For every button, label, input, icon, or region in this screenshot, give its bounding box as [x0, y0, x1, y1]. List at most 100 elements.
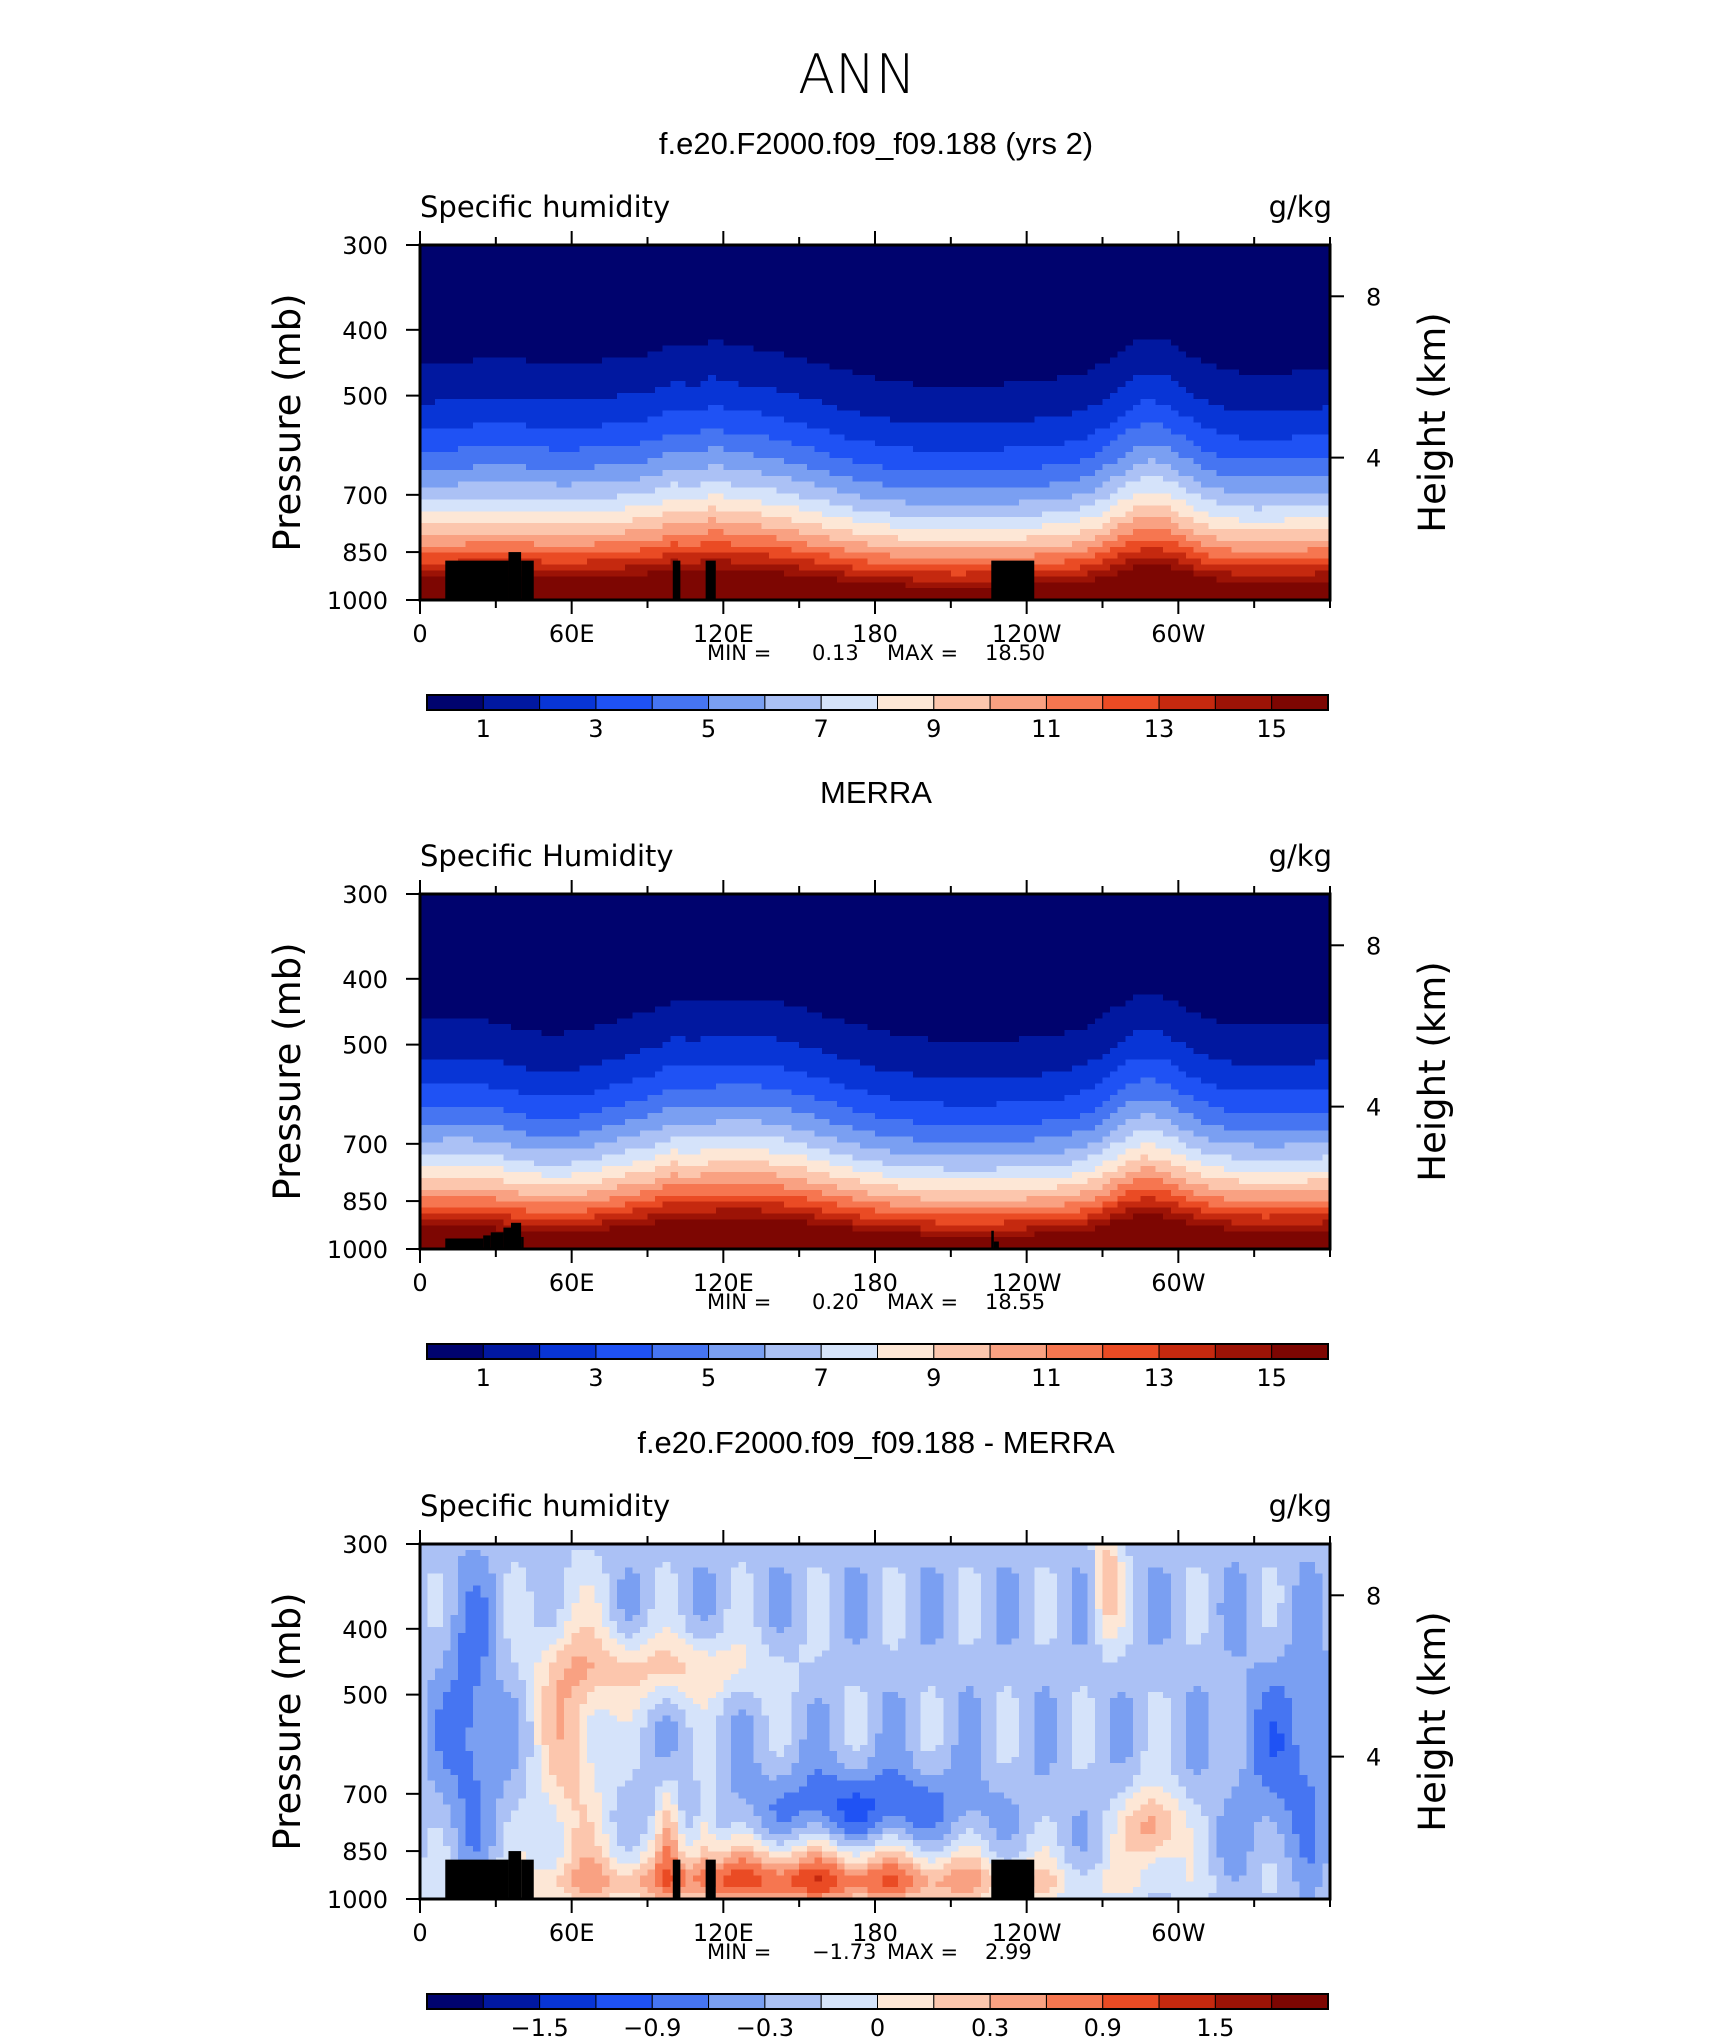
field-cell [1133, 440, 1141, 447]
field-cell [450, 346, 458, 353]
field-cell [958, 405, 966, 412]
field-cell [541, 434, 549, 441]
field-cell [746, 346, 754, 353]
field-cell [1004, 428, 1012, 435]
field-cell [678, 428, 686, 435]
field-cell [1247, 310, 1255, 317]
field-cell [1019, 322, 1027, 329]
field-cell [830, 399, 838, 406]
field-cell [1004, 292, 1012, 299]
field-cell [640, 328, 648, 335]
field-cell [966, 482, 974, 489]
field-cell [822, 251, 830, 258]
field-cell [693, 381, 701, 388]
field-cell [572, 428, 580, 435]
field-cell [1133, 399, 1141, 406]
field-cell [1080, 428, 1088, 435]
field-cell [1049, 340, 1057, 347]
field-cell [496, 440, 504, 447]
field-cell [1049, 363, 1057, 370]
field-cell [898, 434, 906, 441]
field-cell [731, 440, 739, 447]
field-cell [1072, 375, 1080, 382]
field-cell [564, 352, 572, 359]
field-cell [958, 399, 966, 406]
field-cell [921, 405, 929, 412]
field-cell [1110, 482, 1118, 489]
field-cell [663, 369, 671, 376]
field-cell [966, 423, 974, 430]
field-cell [867, 458, 875, 465]
field-cell [579, 399, 587, 406]
field-cell [958, 411, 966, 418]
field-cell [594, 363, 602, 370]
field-cell [557, 369, 565, 376]
field-cell [488, 417, 496, 424]
field-cell [845, 417, 853, 424]
field-cell [1049, 452, 1057, 459]
field-cell [1231, 440, 1239, 447]
field-cell [1186, 434, 1194, 441]
field-cell [883, 411, 891, 418]
field-cell [1163, 292, 1171, 299]
field-cell [1103, 381, 1111, 388]
field-cell [632, 281, 640, 288]
field-cell [1300, 476, 1308, 483]
field-cell [1247, 434, 1255, 441]
field-cell [534, 304, 542, 311]
field-cell [481, 393, 489, 400]
field-cell [1012, 275, 1020, 282]
field-cell [1004, 393, 1012, 400]
field-cell [579, 434, 587, 441]
field-cell [1307, 334, 1315, 341]
field-cell [754, 286, 762, 293]
field-cell [996, 387, 1004, 394]
field-cell [1269, 251, 1277, 258]
field-cell [1194, 369, 1202, 376]
field-cell [625, 476, 633, 483]
field-cell [450, 411, 458, 418]
field-cell [761, 440, 769, 447]
field-cell [1224, 275, 1232, 282]
field-cell [845, 458, 853, 465]
field-cell [685, 281, 693, 288]
field-cell [1277, 334, 1285, 341]
field-cell [663, 269, 671, 276]
field-cell [1171, 417, 1179, 424]
field-cell [769, 381, 777, 388]
field-cell [678, 440, 686, 447]
field-cell [1125, 257, 1133, 264]
field-cell [1171, 275, 1179, 282]
field-cell [1163, 375, 1171, 382]
field-cell [852, 434, 860, 441]
field-cell [587, 434, 595, 441]
field-cell [1178, 304, 1186, 311]
field-cell [989, 316, 997, 323]
field-cell [1012, 423, 1020, 430]
field-cell [981, 328, 989, 335]
field-cell [648, 275, 656, 282]
field-cell [792, 470, 800, 477]
field-cell [602, 458, 610, 465]
field-cell [898, 322, 906, 329]
field-cell [951, 292, 959, 299]
field-cell [1110, 292, 1118, 299]
field-cell [1065, 328, 1073, 335]
field-cell [670, 340, 678, 347]
field-cell [761, 275, 769, 282]
field-cell [1156, 363, 1164, 370]
field-cell [1163, 458, 1171, 465]
field-cell [1292, 387, 1300, 394]
field-cell [1110, 428, 1118, 435]
field-cell [921, 452, 929, 459]
field-cell [1224, 476, 1232, 483]
field-cell [625, 381, 633, 388]
field-cell [1019, 393, 1027, 400]
field-cell [807, 334, 815, 341]
field-cell [443, 316, 451, 323]
field-cell [837, 464, 845, 471]
field-cell [534, 411, 542, 418]
field-cell [928, 405, 936, 412]
field-cell [1140, 363, 1148, 370]
field-cell [966, 316, 974, 323]
